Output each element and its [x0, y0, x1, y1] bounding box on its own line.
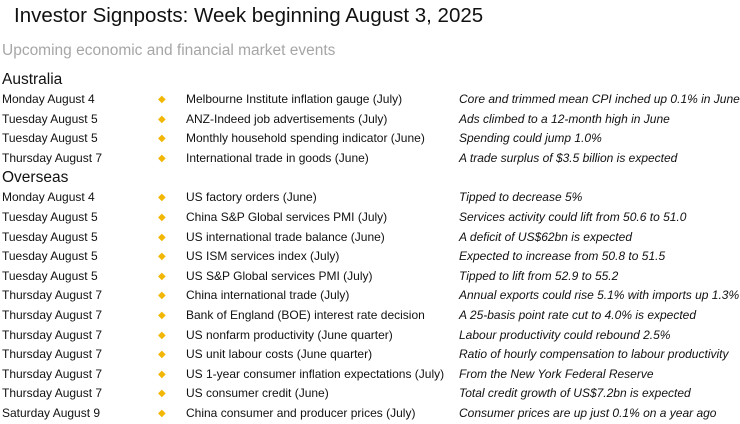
- event-row: Thursday August 7 ◆ US 1-year consumer inf…: [0, 365, 740, 385]
- yellow-diamond-icon: ◆: [158, 133, 166, 145]
- event-date: Tuesday August 5: [2, 111, 98, 126]
- event-name: China S&P Global services PMI (July): [186, 209, 388, 224]
- event-row: Tuesday August 5 ◆ US S&P Global services …: [0, 267, 740, 287]
- yellow-diamond-icon: ◆: [158, 152, 166, 164]
- yellow-diamond-icon: ◆: [158, 211, 166, 223]
- page-subtitle: Upcoming economic and financial market e…: [2, 42, 336, 59]
- page-title: Investor Signposts: Week beginning Augus…: [14, 4, 484, 27]
- yellow-diamond-icon: ◆: [158, 349, 166, 361]
- event-note: Tipped to decrease 5%: [459, 190, 583, 205]
- event-note: Total credit growth of US$7.2bn is expec…: [459, 386, 691, 401]
- event-date: Thursday August 7: [2, 386, 103, 401]
- event-row: Saturday August 9 ◆ China consumer and pro…: [0, 404, 740, 424]
- event-row: Monday August 4 ◆ Melbourne Institute infl…: [0, 90, 740, 110]
- event-name: ANZ-Indeed job advertisements (July): [186, 111, 388, 126]
- event-row: Thursday August 7 ◆ US nonfarm productivit…: [0, 326, 740, 346]
- event-note: Expected to increase from 50.8 to 51.5: [459, 249, 666, 264]
- event-note: Core and trimmed mean CPI inched up 0.1%…: [459, 92, 740, 106]
- event-row: Tuesday August 5 ◆ US international trade …: [0, 228, 740, 248]
- event-row: Tuesday August 5 ◆ ANZ-Indeed job advertis…: [0, 110, 740, 130]
- event-note: Services activity could lift from 50.6 t…: [459, 209, 687, 224]
- event-row: Thursday August 7 ◆ China international tr…: [0, 286, 740, 306]
- event-row: Tuesday August 5 ◆ Monthly household spend…: [0, 129, 740, 149]
- event-name: US consumer credit (June): [186, 386, 329, 401]
- event-name: US ISM services index (July): [186, 249, 340, 264]
- event-name: US nonfarm productivity (June quarter): [186, 327, 393, 342]
- event-note: Annual exports could rise 5.1% with impo…: [459, 288, 740, 303]
- yellow-diamond-icon: ◆: [158, 309, 166, 321]
- event-row: Tuesday August 5 ◆ US ISM services index (…: [0, 247, 740, 267]
- event-note: From the New York Federal Reserve: [459, 366, 654, 381]
- event-note: Ratio of hourly compensation to labour p…: [459, 347, 729, 362]
- yellow-diamond-icon: ◆: [158, 113, 166, 125]
- event-row: Thursday August 7 ◆ US unit labour costs (…: [0, 345, 740, 365]
- events-table: Australia Monday August 4 ◆ Melbourne Insti…: [0, 70, 740, 424]
- yellow-diamond-icon: ◆: [158, 368, 166, 380]
- event-row: Tuesday August 5 ◆ China S&P Global servic…: [0, 208, 740, 228]
- event-date: Thursday August 7: [2, 327, 103, 342]
- event-name: Melbourne Institute inflation gauge (Jul…: [186, 92, 403, 106]
- event-row: Monday August 4 ◆ US factory orders (June)…: [0, 188, 740, 208]
- event-name: US unit labour costs (June quarter): [186, 347, 373, 362]
- event-name: Monthly household spending indicator (Ju…: [186, 131, 425, 146]
- event-note: A deficit of US$62bn is expected: [459, 229, 632, 244]
- event-date: Saturday August 9: [2, 405, 101, 420]
- yellow-diamond-icon: ◆: [158, 388, 166, 400]
- event-date: Thursday August 7: [2, 347, 103, 362]
- event-name: China international trade (July): [186, 288, 350, 303]
- event-date: Monday August 4: [2, 92, 95, 106]
- yellow-diamond-icon: ◆: [158, 407, 166, 419]
- event-name: US S&P Global services PMI (July): [186, 268, 373, 283]
- event-date: Tuesday August 5: [2, 209, 98, 224]
- event-date: Thursday August 7: [2, 288, 103, 303]
- event-date: Tuesday August 5: [2, 249, 98, 264]
- event-note: A 25-basis point rate cut to 4.0% is exp…: [459, 307, 697, 322]
- event-date: Thursday August 7: [2, 150, 103, 165]
- yellow-diamond-icon: ◆: [158, 290, 166, 302]
- event-name: International trade in goods (June): [186, 150, 369, 165]
- event-date: Thursday August 7: [2, 307, 103, 322]
- event-date: Tuesday August 5: [2, 268, 98, 283]
- event-name: China consumer and producer prices (July…: [186, 405, 416, 420]
- yellow-diamond-icon: ◆: [158, 329, 166, 341]
- event-name: US factory orders (June): [186, 190, 317, 205]
- event-note: Spending could jump 1.0%: [459, 131, 602, 146]
- event-row: Thursday August 7 ◆ US consumer credit (Ju…: [0, 384, 740, 404]
- yellow-diamond-icon: ◆: [158, 94, 166, 105]
- yellow-diamond-icon: ◆: [158, 270, 166, 282]
- event-note: Tipped to lift from 52.9 to 55.2: [459, 268, 619, 283]
- event-date: Monday August 4: [2, 190, 95, 205]
- event-name: US 1-year consumer inflation expectation…: [186, 366, 445, 381]
- yellow-diamond-icon: ◆: [158, 251, 166, 263]
- event-row: Thursday August 7 ◆ International trade in…: [0, 149, 740, 169]
- section-heading-australia: Australia: [2, 71, 63, 88]
- yellow-diamond-icon: ◆: [158, 192, 166, 204]
- event-date: Tuesday August 5: [2, 131, 98, 146]
- section-heading-overseas: Overseas: [2, 169, 69, 187]
- event-note: Ads climbed to a 12-month high in June: [459, 111, 670, 126]
- event-note: A trade surplus of $3.5 billion is expec…: [459, 150, 678, 165]
- event-note: Labour productivity could rebound 2.5%: [459, 327, 671, 342]
- yellow-diamond-icon: ◆: [158, 231, 166, 243]
- event-name: Bank of England (BOE) interest rate deci…: [186, 307, 425, 322]
- event-row: Thursday August 7 ◆ Bank of England (BOE) …: [0, 306, 740, 326]
- event-date: Thursday August 7: [2, 366, 103, 381]
- event-note: Consumer prices are up just 0.1% on a ye…: [459, 405, 717, 420]
- event-name: US international trade balance (June): [186, 229, 385, 244]
- event-date: Tuesday August 5: [2, 229, 98, 244]
